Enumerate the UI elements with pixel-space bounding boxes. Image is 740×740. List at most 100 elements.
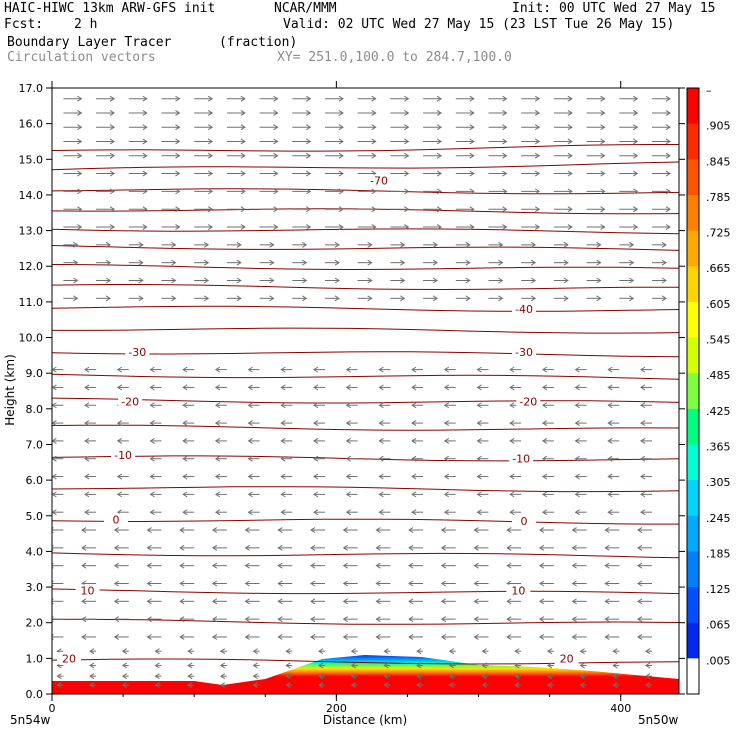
wind-arrowhead: [277, 527, 283, 533]
wind-arrowhead: [345, 384, 351, 391]
colorbar-swatch: [687, 230, 699, 267]
wind-arrowhead: [530, 295, 537, 302]
contour-line: [52, 245, 679, 251]
wind-arrowhead: [502, 152, 508, 159]
wind-arrowhead: [84, 491, 90, 498]
wind-arrowhead: [244, 616, 250, 623]
wind-arrowhead: [476, 402, 482, 409]
wind-arrowhead: [534, 95, 541, 102]
wind-arrowhead: [146, 580, 152, 587]
wind-arrowhead: [371, 206, 377, 213]
wind-arrowhead: [179, 580, 185, 587]
colorbar-swatch: [687, 337, 699, 374]
wind-arrowhead: [607, 420, 613, 427]
wind-arrowhead: [345, 455, 351, 462]
wind-arrowhead: [665, 188, 671, 195]
wind-arrowhead: [574, 473, 580, 480]
wind-arrowhead: [378, 473, 384, 480]
contour-line: [52, 228, 679, 235]
wind-arrowhead: [109, 224, 116, 230]
wind-arrowhead: [306, 206, 312, 213]
wind-arrowhead: [469, 188, 475, 195]
wind-arrowhead: [350, 682, 356, 689]
wind-arrowhead: [171, 295, 177, 302]
colorbar-swatch: [687, 408, 699, 445]
wind-arrowhead: [665, 206, 671, 213]
wind-arrowhead: [378, 402, 384, 409]
wind-arrowhead: [211, 634, 218, 640]
wind-arrowhead: [203, 241, 210, 248]
wind-arrowhead: [404, 206, 410, 213]
wind-arrowhead: [637, 598, 643, 605]
wind-arrowhead: [252, 682, 258, 689]
contour-label-bg: [506, 584, 531, 597]
wind-arrowhead: [629, 295, 635, 302]
wind-arrowhead: [563, 277, 569, 284]
wind-arrowhead: [506, 616, 512, 623]
x-axis-label: Distance (km): [323, 713, 407, 727]
wind-arrowhead: [121, 673, 128, 680]
wind-arrowhead: [640, 473, 646, 480]
wind-arrowhead: [607, 402, 613, 409]
wind-arrowhead: [244, 634, 250, 640]
wind-arrowhead: [661, 295, 667, 302]
wind-arrowhead: [285, 673, 291, 680]
wind-arrowhead: [211, 562, 218, 569]
wind-arrowhead: [179, 562, 185, 569]
wind-arrowhead: [404, 124, 410, 131]
contour-label: -70: [370, 175, 388, 188]
wind-arrowhead: [534, 138, 541, 145]
contour-label: 0: [521, 515, 528, 528]
wind-arrowhead: [211, 544, 218, 551]
wind-arrowhead: [77, 152, 83, 159]
wind-arrowhead: [338, 224, 344, 230]
wind-arrowhead: [534, 170, 541, 177]
wind-arrowhead: [375, 616, 381, 623]
wind-arrowhead: [142, 206, 148, 213]
wind-arrowhead: [465, 241, 471, 248]
wind-arrowhead: [530, 241, 537, 248]
wind-arrowhead: [633, 95, 639, 102]
wind-arrowhead: [269, 277, 275, 284]
wind-arrowhead: [436, 170, 443, 177]
wind-arrowhead: [432, 241, 439, 248]
wind-arrowhead: [318, 662, 324, 669]
wind-arrowhead: [530, 277, 537, 284]
wind-arrowhead: [563, 259, 569, 266]
wind-arrowhead: [469, 124, 475, 131]
contour-line: [52, 424, 679, 431]
wind-arrowhead: [476, 437, 482, 444]
wind-arrowhead: [338, 170, 344, 177]
wind-arrowhead: [342, 544, 348, 551]
wind-arrowhead: [661, 259, 667, 266]
wind-arrowhead: [665, 95, 671, 102]
wind-arrowhead: [443, 455, 450, 462]
wind-arrowhead: [105, 259, 112, 266]
wind-arrowhead: [338, 152, 344, 159]
wind-arrowhead: [579, 673, 585, 680]
contour-label-bg: [512, 303, 537, 316]
wind-arrowhead: [378, 437, 384, 444]
wind-arrowhead: [306, 95, 312, 102]
wind-arrowhead: [408, 634, 414, 640]
wind-arrowhead: [502, 170, 508, 177]
wind-arrowhead: [375, 598, 381, 605]
wind-arrowhead: [596, 295, 602, 302]
wind-arrowhead: [432, 277, 439, 284]
wind-arrowhead: [509, 366, 515, 373]
wind-arrowhead: [408, 616, 414, 623]
wind-arrowhead: [571, 562, 577, 569]
wind-arrowhead: [411, 455, 417, 462]
wind-arrowhead: [383, 682, 389, 689]
colorbar-label: .245: [706, 512, 731, 525]
wind-arrowhead: [338, 188, 344, 195]
wind-arrowhead: [179, 598, 185, 605]
wind-arrowhead: [182, 366, 188, 373]
wind-arrowhead: [313, 509, 319, 516]
wind-arrowhead: [607, 509, 613, 516]
wind-arrowhead: [546, 662, 553, 669]
wind-arrowhead: [214, 473, 221, 480]
wind-arrowhead: [612, 662, 618, 669]
wind-arrowhead: [509, 473, 515, 480]
